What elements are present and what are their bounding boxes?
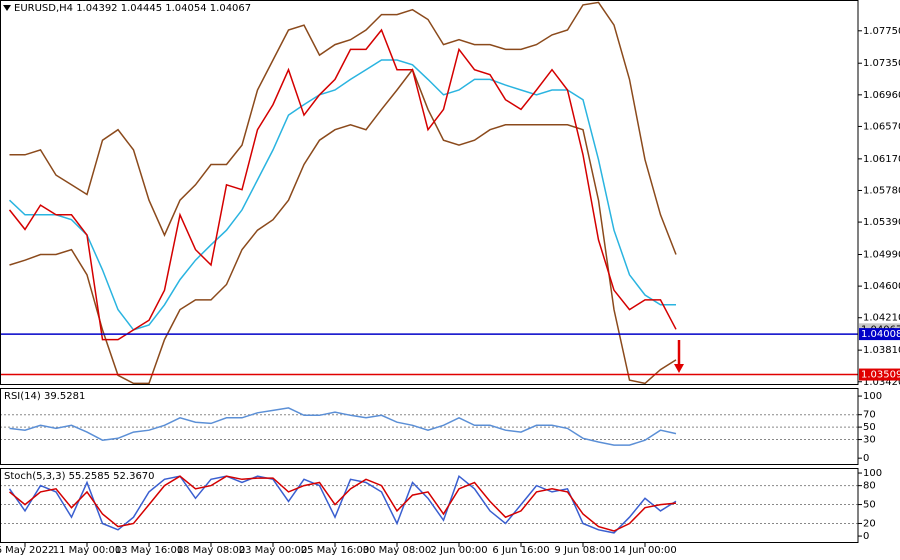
y-tick-label: 1.07750	[863, 26, 900, 37]
y-tick-label: 70	[863, 410, 876, 421]
series-line	[8, 59, 676, 331]
x-tick-label: 25 May 16:00	[301, 545, 370, 556]
price-label: 1.04008	[861, 329, 900, 340]
x-tick-label: 18 May 08:00	[177, 545, 246, 556]
series-line	[8, 28, 677, 341]
y-tick-label: 100	[863, 468, 882, 479]
y-tick-label: 1.06570	[863, 121, 900, 132]
y-tick-label: 1.04210	[863, 313, 900, 324]
pane-border	[0, 388, 859, 465]
pane-border	[0, 0, 859, 385]
y-tick-label: 0	[863, 531, 869, 542]
pane-border	[0, 468, 859, 543]
x-tick-label: 13 May 16:00	[115, 545, 184, 556]
plot	[9, 407, 677, 446]
y-tick-label: 50	[863, 422, 876, 433]
plot	[8, 1, 677, 385]
y-tick-label: 1.06170	[863, 154, 900, 165]
pane-title: RSI(14) 39.5281	[4, 391, 85, 402]
series-line	[8, 474, 677, 534]
x-tick-label: 11 May 00:00	[53, 545, 122, 556]
x-tick-label: 14 Jun 00:00	[613, 545, 677, 556]
series-line	[9, 407, 677, 446]
y-tick-label: 1.06960	[863, 90, 900, 101]
y-tick-label: 100	[863, 391, 882, 402]
x-tick-label: 30 May 08:00	[363, 545, 432, 556]
x-tick-label: 2 Jun 00:00	[430, 545, 487, 556]
y-tick-label: 1.03810	[863, 345, 900, 356]
y-tick-label: 30	[863, 435, 876, 446]
y-tick-label: 1.07350	[863, 58, 900, 69]
pane-title: Stoch(5,3,3) 55.2585 52.3670	[4, 471, 155, 482]
plot	[8, 474, 677, 534]
series-line	[9, 68, 677, 385]
x-tick-label: 6 May 2022	[0, 545, 54, 556]
y-tick-label: 1.04990	[863, 250, 900, 261]
x-tick-label: 23 May 00:00	[239, 545, 308, 556]
series-line	[9, 1, 677, 255]
price-label: 1.03509	[861, 370, 900, 381]
x-tick-label: 9 Jun 08:00	[554, 545, 611, 556]
y-tick-label: 80	[863, 481, 876, 492]
y-tick-label: 1.03420	[863, 377, 900, 388]
menu-icon[interactable]	[3, 5, 11, 11]
y-tick-label: 1.05780	[863, 185, 900, 196]
pane-title: EURUSD,H4 1.04392 1.04445 1.04054 1.0406…	[14, 3, 251, 14]
y-tick-label: 20	[863, 518, 876, 529]
y-tick-label: 1.05390	[863, 217, 900, 228]
y-tick-label: 1.04600	[863, 281, 900, 292]
y-tick-label: 50	[863, 500, 876, 511]
x-tick-label: 6 Jun 16:00	[492, 545, 549, 556]
series-line	[9, 475, 677, 532]
price-label-box	[859, 328, 900, 341]
price-label-box	[859, 368, 900, 381]
annotation-arrow-head	[674, 364, 684, 373]
y-tick-label: 0	[863, 453, 869, 464]
